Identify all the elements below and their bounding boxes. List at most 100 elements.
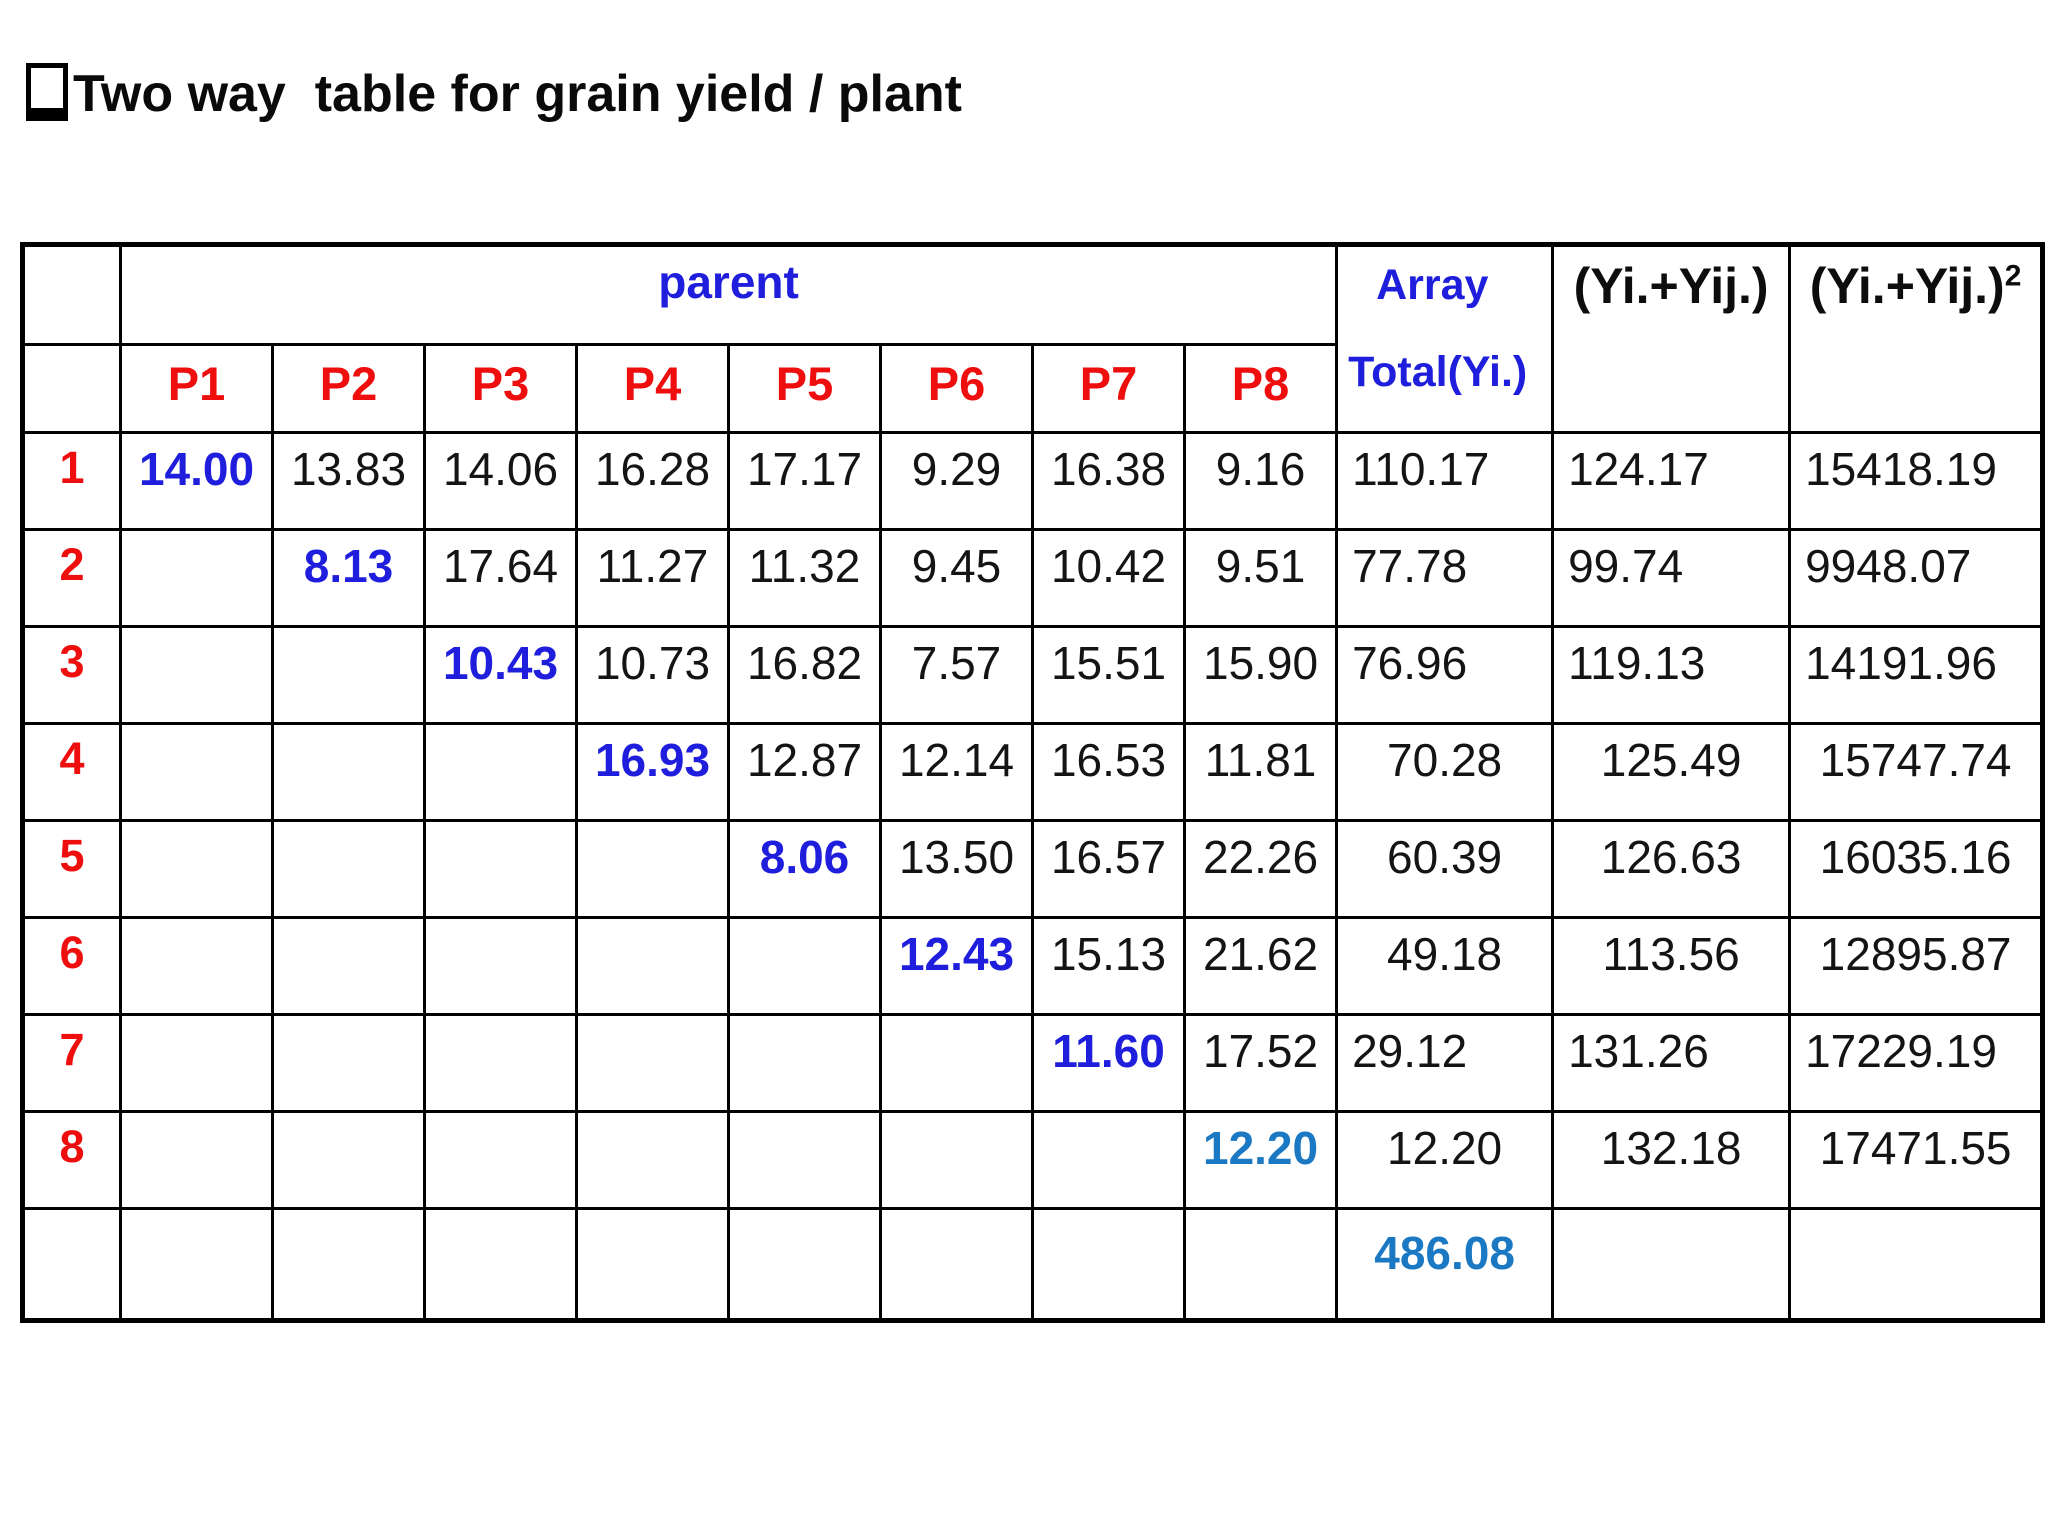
empty-cell — [1031, 1110, 1186, 1210]
parent-value-cell: 16.28 — [575, 431, 730, 531]
empty-cell — [21, 1207, 122, 1322]
empty-cell — [271, 819, 426, 919]
empty-cell — [879, 1207, 1034, 1322]
diagonal-value-cell: 8.13 — [271, 528, 426, 628]
page-title: Two way table for grain yield / plant — [26, 63, 962, 124]
data-row-7: 7 11.60 17.52 29.12 131.26 17229.19 — [21, 1013, 2045, 1113]
row-label: 7 — [21, 1013, 122, 1113]
empty-cell — [575, 1110, 730, 1210]
grand-total-row: 486.08 — [21, 1207, 2045, 1322]
parent-value-cell: 9.29 — [879, 431, 1034, 531]
row-label: 4 — [21, 722, 122, 822]
parent-value-cell: 15.13 — [1031, 916, 1186, 1016]
parent-value-cell: 11.27 — [575, 528, 730, 628]
parent-value-cell: 7.57 — [879, 625, 1034, 725]
diagonal-value-cell: 14.00 — [119, 431, 274, 531]
parent-value-cell: 12.87 — [727, 722, 882, 822]
empty-cell — [575, 1013, 730, 1113]
sum-squared-cell: 17471.55 — [1788, 1110, 2045, 1210]
parent-value-cell: 21.62 — [1182, 916, 1339, 1016]
data-row-3: 3 10.43 10.73 16.82 7.57 15.51 15.90 76.96 119.1… — [21, 625, 2045, 725]
parent-value-cell: 17.64 — [423, 528, 578, 628]
array-total-cell: 29.12 — [1335, 1013, 1555, 1113]
empty-cell — [119, 916, 274, 1016]
diagonal-value-cell: 12.20 — [1182, 1110, 1339, 1210]
array-total-cell: 76.96 — [1335, 625, 1555, 725]
empty-cell — [119, 1013, 274, 1113]
parent-col-header-p1: P1 — [119, 343, 274, 434]
empty-cell — [879, 1110, 1034, 1210]
parent-value-cell: 13.50 — [879, 819, 1034, 919]
two-way-table: parent Array Total(Yi.) (Yi.+Yij.) (Yi.+… — [20, 242, 2046, 1323]
sum-cell: 113.56 — [1551, 916, 1792, 1016]
empty-cell — [119, 625, 274, 725]
parent-value-cell: 16.57 — [1031, 819, 1186, 919]
parent-value-cell: 15.51 — [1031, 625, 1186, 725]
empty-cell — [423, 819, 578, 919]
empty-cell — [423, 1013, 578, 1113]
sum-cell: 125.49 — [1551, 722, 1792, 822]
data-row-6: 6 12.43 15.13 21.62 49.18 113.56 12895.87 — [21, 916, 2045, 1016]
sum-squared-cell: 14191.96 — [1788, 625, 2045, 725]
empty-cell — [1788, 1207, 2045, 1322]
diagonal-value-cell: 12.43 — [879, 916, 1034, 1016]
empty-cell — [271, 722, 426, 822]
sum-cell: 99.74 — [1551, 528, 1792, 628]
empty-cell — [119, 1207, 274, 1322]
parent-col-header-p4: P4 — [575, 343, 730, 434]
diagonal-value-cell: 10.43 — [423, 625, 578, 725]
sum-cell: 124.17 — [1551, 431, 1792, 531]
array-total-header-line2: Total(Yi.) — [1348, 348, 1528, 396]
parent-header-row: parent Array Total(Yi.) (Yi.+Yij.) (Yi.+… — [21, 243, 2045, 434]
sum-squared-cell: 9948.07 — [1788, 528, 2045, 628]
sum-cell: 131.26 — [1551, 1013, 1792, 1113]
row-label: 6 — [21, 916, 122, 1016]
sum-cell: 132.18 — [1551, 1110, 1792, 1210]
array-total-header-line1: Array — [1376, 261, 1489, 309]
array-total-header: Array Total(Yi.) — [1335, 243, 1555, 434]
empty-cell — [727, 1207, 882, 1322]
data-row-5: 5 8.06 13.50 16.57 22.26 60.39 126.63 16035.16 — [21, 819, 2045, 919]
square-bullet-icon — [26, 63, 68, 121]
parent-value-cell: 22.26 — [1182, 819, 1339, 919]
parent-value-cell: 15.90 — [1182, 625, 1339, 725]
parent-value-cell: 9.16 — [1182, 431, 1339, 531]
data-row-4: 4 16.93 12.87 12.14 16.53 11.81 70.28 125.49 157… — [21, 722, 2045, 822]
array-total-cell: 49.18 — [1335, 916, 1555, 1016]
parent-value-cell: 16.53 — [1031, 722, 1186, 822]
parent-value-cell: 16.82 — [727, 625, 882, 725]
empty-cell — [879, 1013, 1034, 1113]
data-row-8: 8 12.20 12.20 132.18 17471.55 — [21, 1110, 2045, 1210]
sum-squared-base: (Yi.+Yij.) — [1809, 258, 2005, 314]
diagonal-value-cell: 16.93 — [575, 722, 730, 822]
empty-cell — [271, 1207, 426, 1322]
parent-group-header: parent — [118, 243, 1339, 346]
parent-columns-row: P1 P2 P3 P4 P5 P6 P7 P8 — [21, 343, 2043, 434]
empty-cell — [271, 1013, 426, 1113]
parent-value-cell: 14.06 — [423, 431, 578, 531]
row-label: 8 — [21, 1110, 122, 1210]
empty-cell — [119, 528, 274, 628]
empty-cell — [423, 1207, 578, 1322]
array-total-cell: 70.28 — [1335, 722, 1555, 822]
parent-value-cell: 11.32 — [727, 528, 882, 628]
empty-cell — [119, 819, 274, 919]
data-row-2: 2 8.13 17.64 11.27 11.32 9.45 10.42 9.51 77.78 99… — [21, 528, 2045, 628]
array-total-cell: 110.17 — [1335, 431, 1555, 531]
empty-cell — [119, 722, 274, 822]
parent-value-cell: 10.73 — [575, 625, 730, 725]
sum-squared-cell: 12895.87 — [1788, 916, 2045, 1016]
sum-squared-exponent: 2 — [2004, 259, 2022, 293]
page-title-text: Two way table for grain yield / plant — [73, 65, 962, 123]
array-total-cell: 60.39 — [1335, 819, 1555, 919]
sum-squared-header: (Yi.+Yij.)2 — [1788, 243, 2045, 434]
empty-cell — [727, 1013, 882, 1113]
parent-value-cell: 12.14 — [879, 722, 1034, 822]
parent-col-header-p7: P7 — [1031, 343, 1186, 434]
corner-cell — [21, 243, 122, 346]
array-total-cell: 77.78 — [1335, 528, 1555, 628]
parent-value-cell: 17.52 — [1182, 1013, 1339, 1113]
parent-col-header-p8: P8 — [1182, 343, 1339, 434]
sum-cell: 119.13 — [1551, 625, 1792, 725]
row-label: 2 — [21, 528, 122, 628]
